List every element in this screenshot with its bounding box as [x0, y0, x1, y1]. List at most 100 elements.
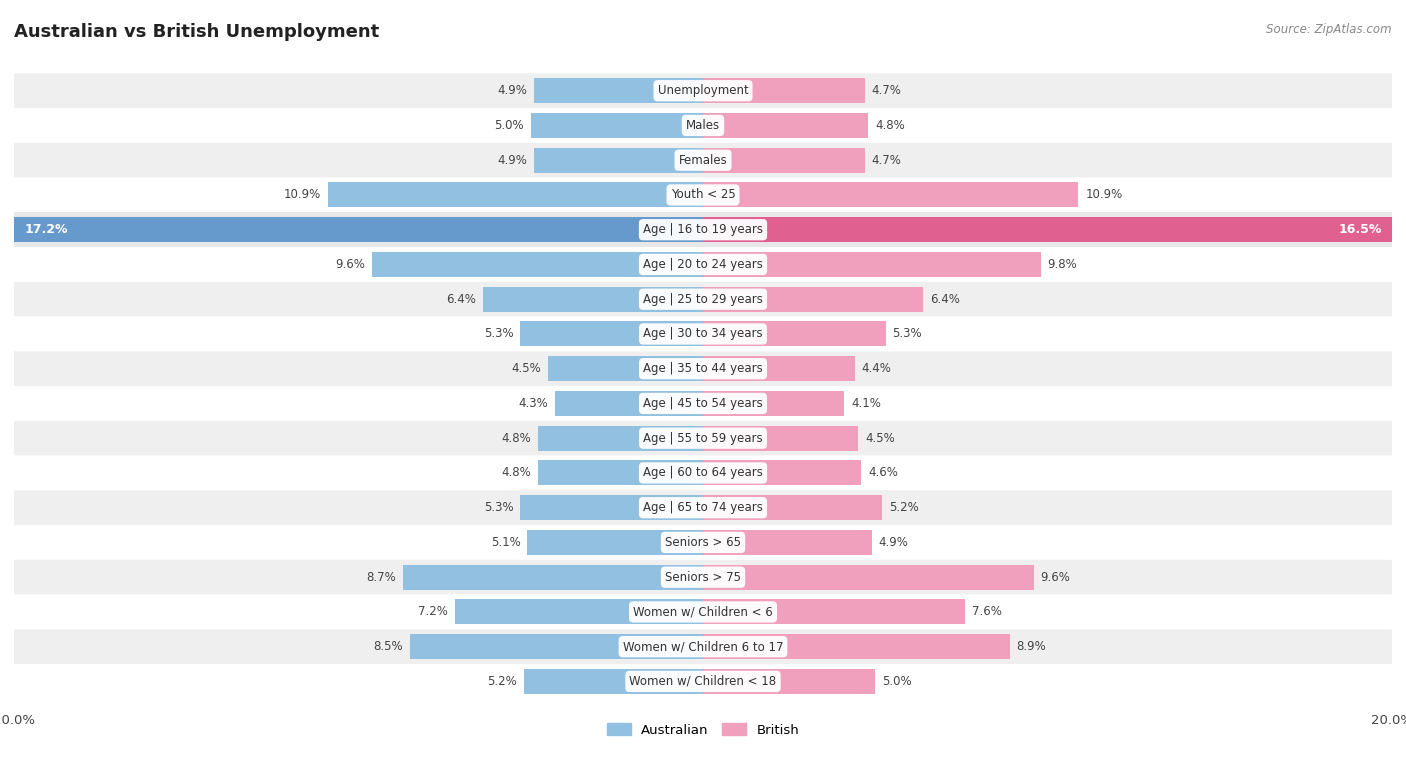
FancyBboxPatch shape — [14, 560, 1392, 594]
Bar — [531, 113, 703, 138]
Bar — [703, 600, 965, 625]
Bar — [527, 530, 703, 555]
Bar — [703, 669, 875, 694]
Bar — [482, 287, 703, 312]
Text: Females: Females — [679, 154, 727, 167]
Bar — [703, 113, 869, 138]
Text: 4.9%: 4.9% — [498, 154, 527, 167]
Text: 5.3%: 5.3% — [484, 501, 513, 514]
Text: 4.7%: 4.7% — [872, 154, 901, 167]
Bar — [548, 357, 703, 382]
FancyBboxPatch shape — [14, 525, 1392, 560]
Text: 4.8%: 4.8% — [875, 119, 905, 132]
FancyBboxPatch shape — [14, 456, 1392, 491]
Text: 8.9%: 8.9% — [1017, 640, 1046, 653]
Text: Age | 35 to 44 years: Age | 35 to 44 years — [643, 362, 763, 375]
Text: 6.4%: 6.4% — [446, 293, 475, 306]
Text: Seniors > 75: Seniors > 75 — [665, 571, 741, 584]
Text: 5.3%: 5.3% — [893, 328, 922, 341]
Text: 9.6%: 9.6% — [1040, 571, 1070, 584]
FancyBboxPatch shape — [14, 282, 1392, 316]
FancyBboxPatch shape — [14, 421, 1392, 456]
Bar — [524, 669, 703, 694]
Text: 4.9%: 4.9% — [498, 84, 527, 97]
Bar — [328, 182, 703, 207]
Text: 4.1%: 4.1% — [851, 397, 882, 410]
FancyBboxPatch shape — [14, 594, 1392, 629]
Text: 5.2%: 5.2% — [889, 501, 918, 514]
Bar — [555, 391, 703, 416]
Bar — [703, 391, 844, 416]
Bar — [703, 217, 1392, 242]
Bar — [537, 460, 703, 485]
Text: 5.3%: 5.3% — [484, 328, 513, 341]
Bar — [703, 495, 882, 520]
Text: 4.8%: 4.8% — [501, 466, 531, 479]
Bar — [703, 287, 924, 312]
Text: 10.9%: 10.9% — [1085, 188, 1122, 201]
Text: 4.5%: 4.5% — [865, 431, 894, 444]
FancyBboxPatch shape — [14, 491, 1392, 525]
Text: 4.4%: 4.4% — [862, 362, 891, 375]
Text: Age | 45 to 54 years: Age | 45 to 54 years — [643, 397, 763, 410]
Bar — [703, 322, 886, 347]
Text: Women w/ Children < 18: Women w/ Children < 18 — [630, 675, 776, 688]
FancyBboxPatch shape — [14, 73, 1392, 108]
Bar — [373, 252, 703, 277]
Bar — [537, 425, 703, 450]
Text: Age | 55 to 59 years: Age | 55 to 59 years — [643, 431, 763, 444]
Text: Age | 25 to 29 years: Age | 25 to 29 years — [643, 293, 763, 306]
Bar — [703, 565, 1033, 590]
FancyBboxPatch shape — [14, 108, 1392, 143]
Bar — [411, 634, 703, 659]
Text: Source: ZipAtlas.com: Source: ZipAtlas.com — [1267, 23, 1392, 36]
Text: 7.2%: 7.2% — [418, 606, 449, 618]
Text: 4.6%: 4.6% — [869, 466, 898, 479]
Bar — [703, 460, 862, 485]
Text: Seniors > 65: Seniors > 65 — [665, 536, 741, 549]
Bar — [534, 78, 703, 103]
Bar — [703, 252, 1040, 277]
Text: Age | 30 to 34 years: Age | 30 to 34 years — [643, 328, 763, 341]
Text: 4.3%: 4.3% — [519, 397, 548, 410]
Text: Unemployment: Unemployment — [658, 84, 748, 97]
Bar — [534, 148, 703, 173]
FancyBboxPatch shape — [14, 386, 1392, 421]
Bar — [703, 425, 858, 450]
Text: 4.8%: 4.8% — [501, 431, 531, 444]
FancyBboxPatch shape — [14, 629, 1392, 664]
Bar — [520, 322, 703, 347]
Text: Women w/ Children 6 to 17: Women w/ Children 6 to 17 — [623, 640, 783, 653]
Text: 17.2%: 17.2% — [24, 223, 67, 236]
FancyBboxPatch shape — [14, 664, 1392, 699]
Bar — [703, 182, 1078, 207]
Text: 8.5%: 8.5% — [374, 640, 404, 653]
Text: 4.9%: 4.9% — [879, 536, 908, 549]
FancyBboxPatch shape — [14, 247, 1392, 282]
Text: 9.6%: 9.6% — [336, 258, 366, 271]
FancyBboxPatch shape — [14, 316, 1392, 351]
Text: 10.9%: 10.9% — [284, 188, 321, 201]
Bar — [703, 148, 865, 173]
Text: 8.7%: 8.7% — [367, 571, 396, 584]
Text: 7.6%: 7.6% — [972, 606, 1001, 618]
Text: 9.8%: 9.8% — [1047, 258, 1077, 271]
Text: 4.7%: 4.7% — [872, 84, 901, 97]
Text: 16.5%: 16.5% — [1339, 223, 1382, 236]
Text: 4.5%: 4.5% — [512, 362, 541, 375]
Legend: Australian, British: Australian, British — [602, 718, 804, 742]
Text: 5.2%: 5.2% — [488, 675, 517, 688]
Text: 5.0%: 5.0% — [882, 675, 911, 688]
FancyBboxPatch shape — [14, 212, 1392, 247]
Text: Males: Males — [686, 119, 720, 132]
Text: Age | 65 to 74 years: Age | 65 to 74 years — [643, 501, 763, 514]
Text: 6.4%: 6.4% — [931, 293, 960, 306]
Bar — [456, 600, 703, 625]
Bar — [703, 634, 1010, 659]
Text: Age | 16 to 19 years: Age | 16 to 19 years — [643, 223, 763, 236]
Bar — [703, 78, 865, 103]
Bar — [404, 565, 703, 590]
Text: Age | 20 to 24 years: Age | 20 to 24 years — [643, 258, 763, 271]
Bar — [703, 357, 855, 382]
Text: Women w/ Children < 6: Women w/ Children < 6 — [633, 606, 773, 618]
